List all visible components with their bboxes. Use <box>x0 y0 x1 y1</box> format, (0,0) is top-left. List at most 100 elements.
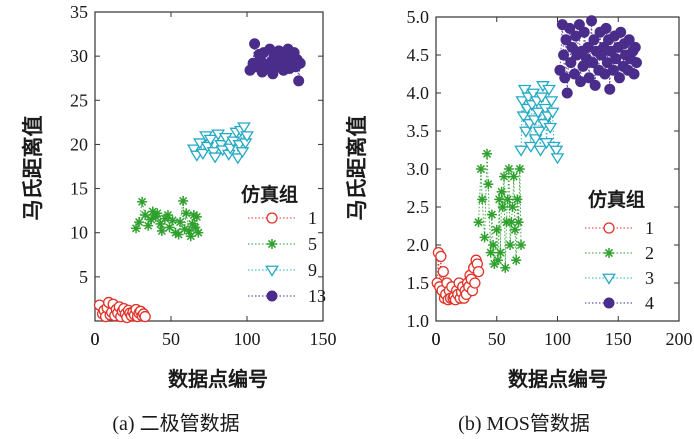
series-1-point <box>472 265 485 278</box>
panel-a-plot-frame <box>94 11 324 322</box>
series-2-point <box>486 209 497 220</box>
legend-label-9: 9 <box>308 260 317 280</box>
series-2-point <box>485 247 496 258</box>
series-3-point <box>528 134 543 146</box>
y-tick-label: 4.0 <box>407 83 430 103</box>
series-3-point <box>533 145 548 157</box>
y-tick-label: 20 <box>70 134 88 154</box>
series-4-point <box>613 72 625 84</box>
x-tick-label: 50 <box>488 329 506 349</box>
panel-b-legend: 仿真组 1 2 3 4 <box>585 188 654 313</box>
series-4-point <box>578 26 590 38</box>
series-3-point <box>532 126 547 138</box>
series-4-point <box>564 22 576 34</box>
series-4-point <box>607 64 619 76</box>
y-tick-label: 1.5 <box>407 273 430 293</box>
series-9-point <box>235 147 250 159</box>
series-5-point <box>167 215 178 226</box>
y-tick-label: 10 <box>70 223 88 243</box>
legend-label-1: 1 <box>308 208 317 228</box>
series-3-point <box>531 107 545 119</box>
y-tick-label: 3.0 <box>407 159 430 179</box>
series-2-point <box>475 164 486 174</box>
series-2-point <box>479 232 490 243</box>
panel-b-x-axis-label: 数据点编号 <box>508 367 608 391</box>
legend-label-5: 5 <box>308 234 317 254</box>
series-2-point <box>506 217 517 228</box>
series-1-point <box>139 310 151 323</box>
series-9-point <box>214 140 229 152</box>
y-tick-label: 15 <box>70 179 88 199</box>
series-4-point <box>561 87 573 99</box>
series-5-point <box>181 208 192 219</box>
series-2-point <box>503 164 514 174</box>
series-3-point <box>515 96 530 108</box>
series-2-point <box>497 202 508 212</box>
series-2-point <box>499 171 510 182</box>
series-2-point <box>494 194 505 205</box>
series-4-point <box>558 49 570 61</box>
series-3-point <box>516 111 531 123</box>
series-4-point <box>560 34 572 46</box>
series-2-point <box>516 240 527 250</box>
series-3-point <box>544 96 559 108</box>
series-5-point <box>175 217 186 228</box>
y-tick-label: 5.0 <box>407 7 430 27</box>
x-tick-label: 0 <box>91 329 100 349</box>
series-2-point <box>496 186 507 197</box>
series-1-point <box>437 265 449 278</box>
series-2-point <box>477 194 488 205</box>
y-tick-label: 2.0 <box>407 235 430 255</box>
series-5-point <box>134 217 145 228</box>
panel-a-y-axis-label: 马氏距离值 <box>21 116 45 221</box>
series-5-point <box>193 227 204 238</box>
series-5-point <box>140 210 151 221</box>
series-5-point <box>156 225 167 236</box>
series-2-point <box>473 217 484 228</box>
x-tick-label: 50 <box>162 329 180 349</box>
panel-a-legend: 仿真组 1 5 9 13 <box>241 183 326 306</box>
series-5-point <box>191 211 202 222</box>
series-4-point <box>588 34 600 46</box>
x-tick-label: 100 <box>544 329 571 349</box>
series-4-point <box>566 41 578 53</box>
legend-marker-2 <box>604 248 614 258</box>
series-4-point <box>630 57 642 69</box>
series-9-point <box>237 122 251 134</box>
series-2-point <box>512 194 523 205</box>
series-5-point <box>185 231 196 242</box>
series-2-point <box>483 179 494 190</box>
legend-marker-1 <box>266 212 278 224</box>
legend-label-4: 4 <box>645 293 654 313</box>
series-4-point <box>610 53 622 65</box>
series-3-point <box>542 84 556 96</box>
series-3-point <box>534 92 549 104</box>
legend-marker-9 <box>265 265 279 277</box>
x-tick-label: 150 <box>310 329 337 349</box>
series-13-point <box>249 38 261 50</box>
series-2-point <box>495 247 506 258</box>
series-4-point <box>583 72 595 84</box>
series-4-point <box>600 22 612 34</box>
panel-b-mos: 0 50 100 150 2001.01.52.02.53.03.54.04.55.00… <box>345 7 693 435</box>
series-4-point <box>586 15 598 27</box>
y-tick-label: 5 <box>79 267 88 287</box>
x-tick-label: 0 <box>432 329 441 349</box>
series-5-point <box>152 208 163 219</box>
series-2-point <box>511 255 522 266</box>
series-4-point <box>628 68 640 80</box>
series-2-point <box>507 202 518 212</box>
series-5-line <box>135 200 199 237</box>
series-1-point <box>469 277 481 289</box>
panel-b-legend-title: 仿真组 <box>588 188 645 211</box>
x-tick-label: 0 <box>432 329 441 349</box>
series-3-line <box>520 85 558 158</box>
series-4-point <box>565 57 577 69</box>
panel-b-caption: (b) MOS管数据 <box>458 412 590 435</box>
series-3-point <box>514 145 528 157</box>
series-4-point <box>615 26 627 38</box>
legend-label-2: 2 <box>645 243 654 263</box>
y-tick-label: 1.0 <box>407 311 430 331</box>
panel-a-legend-title: 仿真组 <box>241 183 298 206</box>
